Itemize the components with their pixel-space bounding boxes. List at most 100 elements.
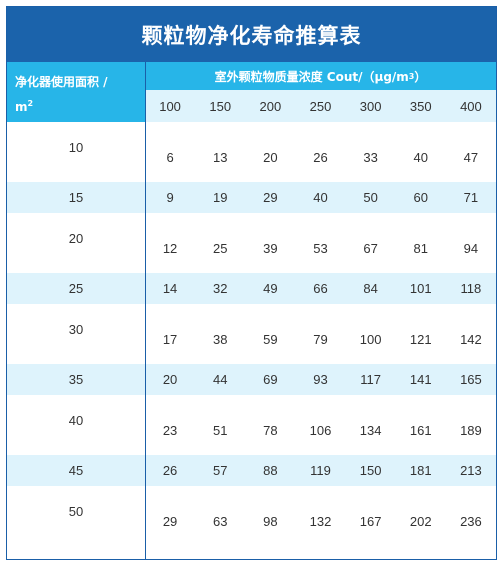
value-cell: 213: [460, 463, 482, 478]
value-cell: 26: [313, 149, 328, 165]
value-cell: 13: [212, 149, 228, 165]
value-cell: 79: [313, 331, 328, 347]
concentration-columns: 100 150 200 250 300 350 400: [145, 90, 496, 122]
value-cell: 59: [263, 331, 278, 347]
value-cell: 84: [363, 281, 378, 296]
area-cell: 10: [68, 139, 84, 155]
table-title: 颗粒物净化寿命推算表: [7, 7, 496, 62]
row-values: 14 32 49 66 84 101 118: [145, 281, 496, 296]
value-cell: 19: [212, 190, 228, 205]
value-cell: 50: [363, 190, 378, 205]
column-header-cell: 350: [409, 98, 432, 114]
value-cell: 26: [162, 463, 178, 478]
value-cell: 33: [363, 149, 378, 165]
row-values: 26 57 88 119 150 181 213: [145, 463, 496, 478]
table-row: 30 17 38 59 79 100 121 142: [7, 304, 496, 364]
row-values: 12 25 39 53 67 81 94: [145, 231, 496, 256]
concentration-header: 室外颗粒物质量浓度 Cout/（μg/m 3） 100 150 200 250 300 35…: [145, 62, 496, 122]
table-row: 35 20 44 69 93 117 141 165: [7, 364, 496, 395]
value-cell: 57: [212, 463, 228, 478]
value-cell: 78: [263, 422, 278, 438]
value-cell: 40: [413, 149, 428, 165]
column-header-cell: 250: [309, 98, 332, 114]
table-row: 15 9 19 29 40 50 60 71: [7, 182, 496, 213]
value-cell: 32: [212, 281, 228, 296]
value-cell: 93: [313, 372, 328, 387]
value-cell: 236: [460, 513, 482, 529]
area-cell: 50: [68, 503, 84, 519]
column-header-cell: 150: [209, 98, 232, 114]
area-column-header: 净化器使用面积 / m2: [7, 62, 145, 122]
table-row: 50 29 63 98 132 167 202 236: [7, 486, 496, 546]
area-cell: 45: [68, 463, 84, 478]
value-cell: 40: [313, 190, 328, 205]
row-values: 6 13 20 26 33 40 47: [145, 140, 496, 165]
value-cell: 14: [162, 281, 178, 296]
column-divider: [145, 62, 146, 560]
value-cell: 69: [263, 372, 278, 387]
value-cell: 142: [460, 331, 482, 347]
area-header-unit: m2: [15, 99, 34, 114]
table-row: 10 6 13 20 26 33 40 47: [7, 122, 496, 182]
value-cell: 63: [212, 513, 228, 529]
value-cell: 49: [263, 281, 278, 296]
row-values: 29 63 98 132 167 202 236: [145, 504, 496, 529]
value-cell: 20: [162, 372, 178, 387]
value-cell: 23: [162, 422, 178, 438]
value-cell: 121: [409, 331, 432, 347]
value-cell: 29: [263, 190, 278, 205]
column-header-cell: 200: [259, 98, 282, 114]
row-values: 17 38 59 79 100 121 142: [145, 322, 496, 347]
value-cell: 17: [162, 331, 178, 347]
column-header-cell: 300: [359, 98, 382, 114]
value-cell: 25: [212, 240, 228, 256]
column-header-cell: 100: [159, 98, 181, 114]
value-cell: 38: [212, 331, 228, 347]
table-header: 净化器使用面积 / m2 室外颗粒物质量浓度 Cout/（μg/m 3） 100 1…: [7, 62, 496, 122]
lifetime-table: 颗粒物净化寿命推算表 净化器使用面积 / m2 室外颗粒物质量浓度 Cout/（…: [6, 6, 497, 560]
value-cell: 29: [162, 513, 178, 529]
area-cell: 15: [68, 190, 84, 205]
value-cell: 88: [263, 463, 278, 478]
value-cell: 53: [313, 240, 328, 256]
value-cell: 167: [359, 513, 382, 529]
row-values: 20 44 69 93 117 141 165: [145, 372, 496, 387]
value-cell: 51: [212, 422, 228, 438]
table-body: 10 6 13 20 26 33 40 47 15 9 19 29 40 50 60 71 20 12 25 39 53…: [7, 122, 496, 546]
area-cell: 25: [68, 281, 84, 296]
value-cell: 12: [162, 240, 178, 256]
value-cell: 71: [463, 190, 479, 205]
concentration-header-label: 室外颗粒物质量浓度 Cout/（μg/m 3）: [145, 62, 496, 90]
value-cell: 60: [413, 190, 428, 205]
value-cell: 47: [463, 149, 479, 165]
table-row: 25 14 32 49 66 84 101 118: [7, 273, 496, 304]
value-cell: 44: [212, 372, 228, 387]
area-cell: 20: [68, 230, 84, 246]
value-cell: 189: [460, 422, 482, 438]
value-cell: 100: [359, 331, 382, 347]
value-cell: 67: [363, 240, 378, 256]
value-cell: 101: [409, 281, 432, 296]
value-cell: 106: [309, 422, 332, 438]
area-cell: 30: [68, 321, 84, 337]
value-cell: 202: [409, 513, 432, 529]
value-cell: 118: [460, 281, 482, 296]
value-cell: 132: [309, 513, 332, 529]
column-header-cell: 400: [460, 98, 482, 114]
value-cell: 20: [263, 149, 278, 165]
value-cell: 165: [460, 372, 482, 387]
row-values: 9 19 29 40 50 60 71: [145, 190, 496, 205]
area-cell: 40: [68, 412, 84, 428]
value-cell: 9: [166, 190, 174, 205]
row-values: 23 51 78 106 134 161 189: [145, 413, 496, 438]
value-cell: 81: [413, 240, 428, 256]
area-cell: 35: [68, 372, 84, 387]
table-row: 40 23 51 78 106 134 161 189: [7, 395, 496, 455]
value-cell: 119: [310, 463, 331, 478]
table-row: 20 12 25 39 53 67 81 94: [7, 213, 496, 273]
value-cell: 98: [263, 513, 278, 529]
value-cell: 66: [313, 281, 328, 296]
value-cell: 94: [463, 240, 479, 256]
area-header-label: 净化器使用面积 /: [15, 75, 108, 89]
value-cell: 117: [360, 372, 381, 387]
